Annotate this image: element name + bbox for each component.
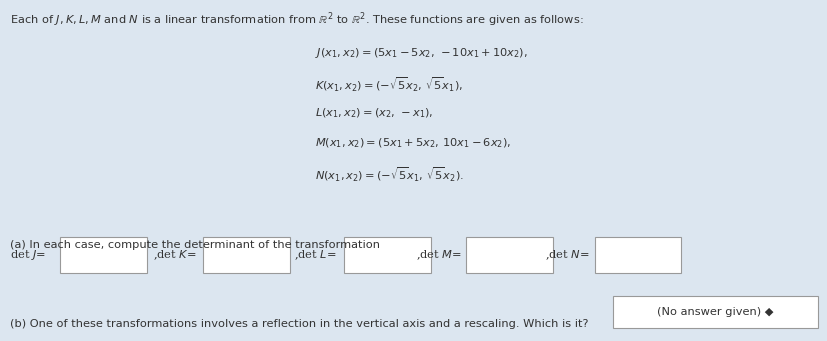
- FancyBboxPatch shape: [466, 237, 552, 273]
- FancyBboxPatch shape: [594, 237, 681, 273]
- Text: $J(x_1, x_2) = (5x_1 - 5x_2,\, -10x_1 + 10x_2),$: $J(x_1, x_2) = (5x_1 - 5x_2,\, -10x_1 + …: [314, 46, 527, 60]
- Text: $M(x_1, x_2) = (5x_1 + 5x_2,\, 10x_1 - 6x_2),$: $M(x_1, x_2) = (5x_1 + 5x_2,\, 10x_1 - 6…: [314, 136, 510, 150]
- Text: (a) In each case, compute the determinant of the transformation: (a) In each case, compute the determinan…: [10, 240, 380, 250]
- FancyBboxPatch shape: [343, 237, 430, 273]
- FancyBboxPatch shape: [203, 237, 289, 273]
- Text: ,det $M$=: ,det $M$=: [416, 248, 462, 262]
- Text: (b) One of these transformations involves a reflection in the vertical axis and : (b) One of these transformations involve…: [10, 319, 588, 329]
- FancyBboxPatch shape: [60, 237, 147, 273]
- Text: $N(x_1, x_2) = (-\sqrt{5}x_1,\, \sqrt{5}x_2).$: $N(x_1, x_2) = (-\sqrt{5}x_1,\, \sqrt{5}…: [314, 166, 463, 184]
- Text: Each of $J, K, L, M$ and $N$ is a linear transformation from $\mathbb{R}^2$ to $: Each of $J, K, L, M$ and $N$ is a linear…: [10, 10, 583, 29]
- Text: ,det $K$=: ,det $K$=: [153, 248, 197, 262]
- Text: det $J$=: det $J$=: [10, 248, 45, 262]
- Text: $L(x_1, x_2) = (x_2,\, -x_1),$: $L(x_1, x_2) = (x_2,\, -x_1),$: [314, 106, 433, 120]
- Text: (No answer given) ◆: (No answer given) ◆: [657, 307, 772, 317]
- Text: $K(x_1, x_2) = (-\sqrt{5}x_2,\, \sqrt{5}x_1),$: $K(x_1, x_2) = (-\sqrt{5}x_2,\, \sqrt{5}…: [314, 76, 462, 94]
- Text: ,det $N$=: ,det $N$=: [544, 248, 589, 262]
- FancyBboxPatch shape: [612, 296, 817, 328]
- Text: ,det $L$=: ,det $L$=: [294, 248, 336, 262]
